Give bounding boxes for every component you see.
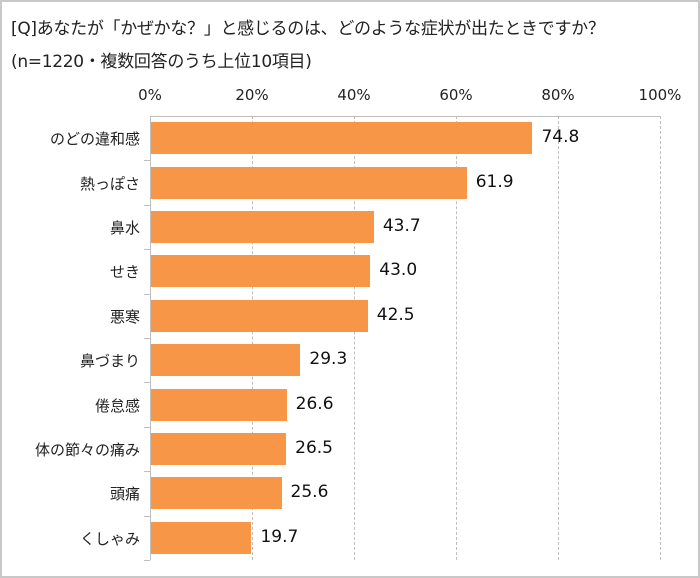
bar: [151, 477, 282, 510]
y-axis-tick: [144, 382, 150, 384]
category-label: 体の節々の痛み: [34, 441, 140, 459]
value-label: 42.5: [376, 304, 415, 325]
bar: [151, 166, 467, 199]
category-label: のどの違和感: [49, 130, 140, 149]
gridline: [252, 116, 253, 560]
y-axis-tick: [144, 249, 150, 251]
value-label: 19.7: [260, 526, 299, 547]
bar: [151, 255, 371, 288]
plot-area: [144, 116, 661, 561]
value-label: 29.3: [309, 349, 348, 370]
plot-top-border: [150, 116, 660, 117]
value-label: 74.8: [541, 127, 580, 148]
category-label: 鼻水: [109, 219, 140, 237]
y-axis-tick: [144, 338, 150, 339]
bar: [151, 122, 533, 155]
value-label: 26.5: [295, 438, 333, 458]
x-tick-label: 0%: [138, 86, 162, 104]
gridline: [456, 116, 457, 560]
x-tick-label: 20%: [235, 86, 269, 104]
value-label: 61.9: [475, 171, 514, 192]
category-label: くしゃみ: [79, 529, 140, 548]
gridline: [354, 116, 355, 560]
bar: [151, 521, 252, 554]
y-axis-tick: [144, 204, 150, 206]
category-label: せき: [109, 263, 140, 282]
category-label: 倦怠感: [94, 396, 140, 415]
value-label: 43.0: [379, 260, 418, 281]
category-label: 頭痛: [109, 485, 140, 504]
y-axis-tick: [144, 471, 150, 473]
gridline: [660, 116, 661, 560]
y-axis-tick: [144, 293, 150, 295]
x-tick-label: 100%: [638, 86, 682, 104]
category-label: 熱っぽさ: [79, 174, 140, 193]
y-axis-line: [150, 116, 151, 560]
bar: [151, 344, 301, 377]
bar: [151, 388, 287, 421]
y-axis-tick: [144, 560, 150, 561]
x-tick-label: 80%: [541, 86, 575, 104]
value-label: 26.6: [295, 393, 334, 414]
x-tick-label: 60%: [439, 86, 473, 104]
y-axis-tick: [144, 160, 150, 162]
chart-subtitle: (n=1220・複数回答のうち上位10項目): [11, 52, 312, 72]
bar: [151, 211, 374, 243]
value-label: 43.7: [382, 216, 421, 236]
category-label: 鼻づまり: [79, 352, 140, 371]
x-tick-label: 40%: [337, 86, 371, 104]
y-axis-tick: [144, 515, 150, 517]
bar: [151, 433, 287, 465]
gridline: [558, 116, 559, 560]
value-label: 25.6: [290, 482, 329, 503]
category-label: 悪寒: [109, 307, 140, 326]
y-axis-tick: [144, 426, 150, 428]
bar: [151, 299, 368, 332]
chart-title: [Q]あなたが「かぜかな？」と感じるのは、どのような症状が出たときですか？: [11, 19, 605, 39]
